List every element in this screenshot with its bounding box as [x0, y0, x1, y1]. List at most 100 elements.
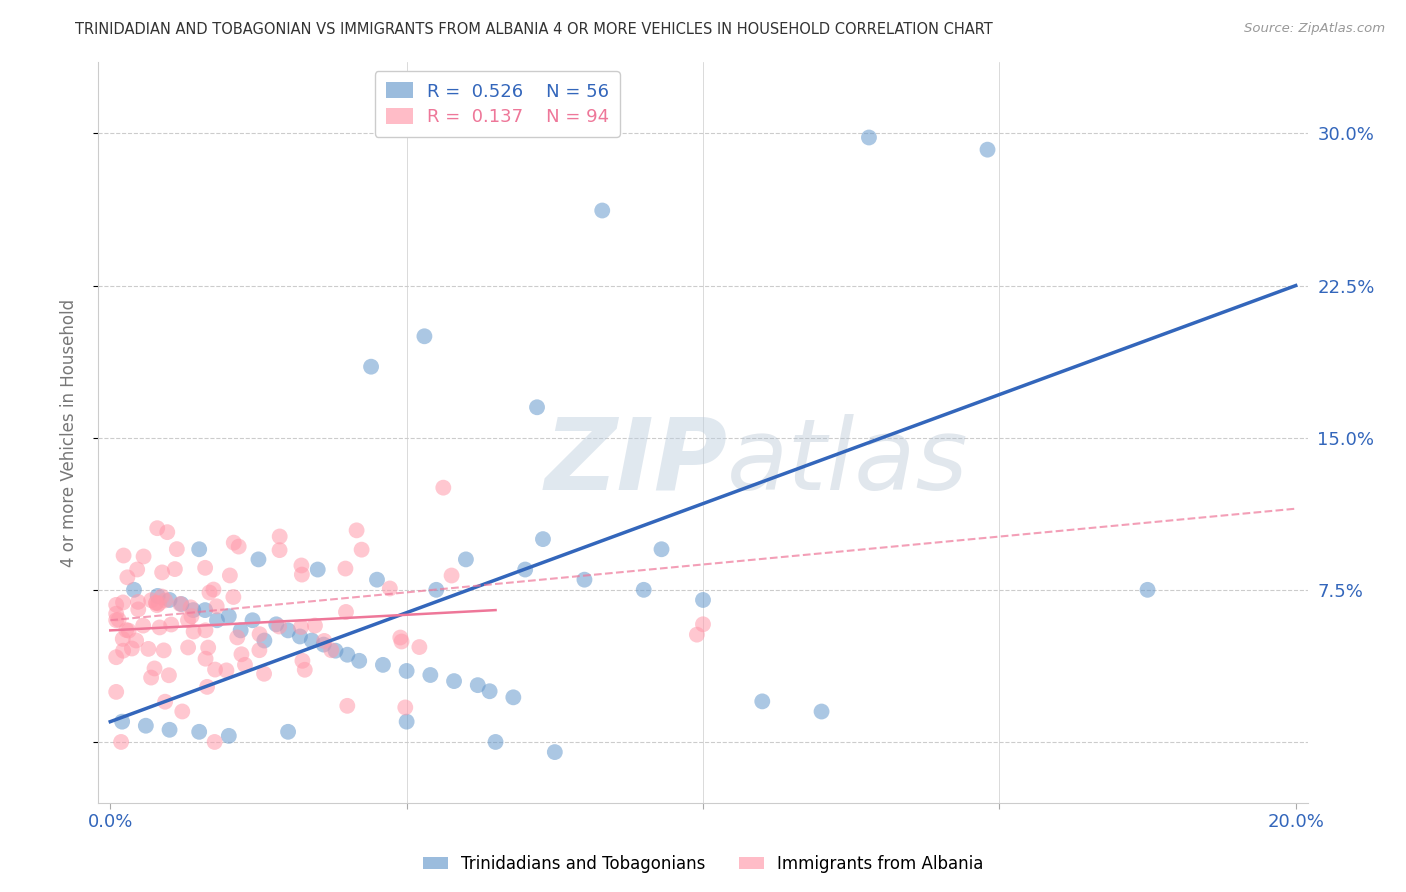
Text: TRINIDADIAN AND TOBAGONIAN VS IMMIGRANTS FROM ALBANIA 4 OR MORE VEHICLES IN HOUS: TRINIDADIAN AND TOBAGONIAN VS IMMIGRANTS…	[76, 22, 993, 37]
Point	[419, 668, 441, 682]
Point	[976, 143, 998, 157]
Point	[360, 359, 382, 374]
Point	[197, 640, 219, 655]
Point	[440, 568, 463, 582]
Point	[269, 543, 291, 558]
Point	[413, 329, 436, 343]
Point	[118, 624, 141, 638]
Point	[188, 724, 211, 739]
Point	[454, 552, 477, 566]
Point	[531, 532, 554, 546]
Point	[633, 582, 655, 597]
Point	[150, 590, 173, 604]
Legend: R =  0.526    N = 56, R =  0.137    N = 94: R = 0.526 N = 56, R = 0.137 N = 94	[375, 71, 620, 136]
Point	[290, 620, 312, 634]
Point	[198, 585, 221, 599]
Point	[366, 573, 388, 587]
Point	[335, 561, 357, 575]
Point	[180, 600, 202, 615]
Legend: Trinidadians and Tobagonians, Immigrants from Albania: Trinidadians and Tobagonians, Immigrants…	[416, 848, 990, 880]
Point	[125, 633, 148, 648]
Point	[181, 603, 204, 617]
Point	[195, 680, 218, 694]
Point	[107, 613, 129, 627]
Point	[391, 634, 413, 648]
Text: Source: ZipAtlas.com: Source: ZipAtlas.com	[1244, 22, 1385, 36]
Point	[202, 582, 225, 597]
Point	[127, 595, 149, 609]
Point	[105, 607, 128, 621]
Point	[139, 671, 162, 685]
Point	[277, 724, 299, 739]
Point	[105, 650, 128, 665]
Point	[443, 674, 465, 689]
Point	[347, 654, 370, 668]
Point	[148, 597, 170, 611]
Point	[269, 529, 291, 543]
Point	[226, 631, 249, 645]
Point	[172, 705, 194, 719]
Point	[222, 590, 245, 604]
Point	[135, 719, 157, 733]
Point	[307, 562, 329, 576]
Point	[432, 481, 454, 495]
Point	[112, 595, 135, 609]
Point	[336, 648, 359, 662]
Point	[467, 678, 489, 692]
Point	[253, 633, 276, 648]
Point	[141, 593, 163, 607]
Point	[188, 542, 211, 557]
Point	[105, 598, 128, 612]
Point	[288, 630, 311, 644]
Point	[336, 698, 359, 713]
Point	[127, 602, 149, 616]
Point	[218, 729, 240, 743]
Point	[215, 664, 238, 678]
Point	[231, 647, 253, 661]
Point	[183, 624, 205, 639]
Point	[112, 643, 135, 657]
Point	[249, 627, 271, 641]
Point	[122, 582, 145, 597]
Point	[228, 540, 250, 554]
Point	[277, 624, 299, 638]
Point	[111, 714, 134, 729]
Point	[163, 562, 186, 576]
Point	[810, 705, 832, 719]
Point	[177, 613, 200, 627]
Point	[170, 597, 193, 611]
Point	[321, 643, 343, 657]
Point	[325, 643, 347, 657]
Point	[153, 695, 176, 709]
Point	[127, 562, 149, 576]
Point	[395, 714, 418, 729]
Point	[515, 562, 537, 576]
Point	[394, 700, 416, 714]
Point	[233, 657, 256, 672]
Point	[692, 617, 714, 632]
Point	[291, 654, 314, 668]
Point	[160, 617, 183, 632]
Point	[115, 623, 138, 637]
Point	[117, 570, 139, 584]
Point	[149, 620, 172, 634]
Point	[159, 723, 181, 737]
Point	[194, 651, 217, 665]
Point	[425, 582, 447, 597]
Point	[105, 613, 128, 627]
Point	[152, 643, 174, 657]
Point	[346, 524, 368, 538]
Point	[692, 593, 714, 607]
Point	[111, 632, 134, 646]
Point	[194, 624, 217, 638]
Point	[166, 542, 188, 557]
Point	[157, 668, 180, 682]
Point	[177, 640, 200, 655]
Point	[290, 558, 312, 573]
Point	[110, 735, 132, 749]
Point	[143, 661, 166, 675]
Point	[350, 542, 373, 557]
Point	[314, 634, 336, 648]
Point	[304, 618, 326, 632]
Point	[650, 542, 672, 557]
